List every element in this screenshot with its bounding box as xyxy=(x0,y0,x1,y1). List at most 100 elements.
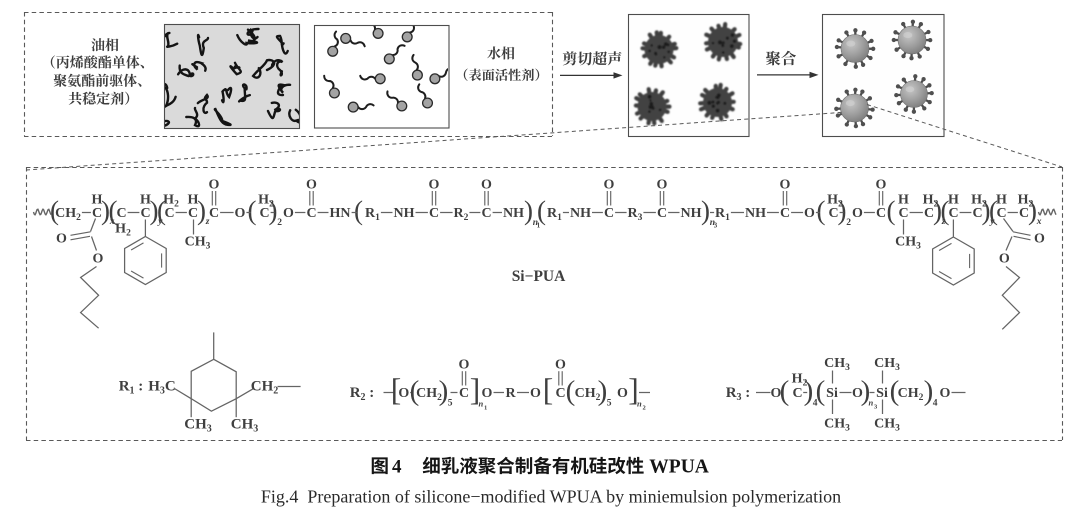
svg-text:O: O xyxy=(482,386,493,401)
svg-text:CH3: CH3 xyxy=(184,417,212,435)
svg-text:R1: R1 xyxy=(715,206,730,223)
svg-text:(: ( xyxy=(780,375,790,407)
svg-text:NH: NH xyxy=(681,206,702,221)
svg-text:n: n xyxy=(479,399,484,409)
svg-text:H2: H2 xyxy=(971,193,987,210)
svg-text:n: n xyxy=(710,218,715,228)
svg-text:]: ] xyxy=(628,372,639,407)
svg-text:y: y xyxy=(989,217,995,227)
svg-text:Si: Si xyxy=(826,386,838,401)
svg-text:CH3: CH3 xyxy=(824,356,850,373)
svg-text:]: ] xyxy=(470,372,481,407)
svg-text:O: O xyxy=(481,178,492,193)
svg-text:CH2: CH2 xyxy=(416,386,442,403)
svg-text:): ) xyxy=(1028,195,1037,225)
svg-text:): ) xyxy=(804,375,814,407)
svg-text:C: C xyxy=(948,206,958,221)
svg-text:3: 3 xyxy=(874,404,878,411)
svg-text:n: n xyxy=(869,398,874,408)
svg-text:O: O xyxy=(93,252,104,267)
svg-text:C: C xyxy=(924,206,934,221)
svg-text:C: C xyxy=(996,206,1006,221)
svg-text:R2 :: R2 : xyxy=(350,385,375,403)
svg-text:H: H xyxy=(92,193,103,208)
svg-text:(: ( xyxy=(537,195,546,225)
svg-text:CH3: CH3 xyxy=(231,417,259,435)
svg-text:z: z xyxy=(205,217,210,227)
svg-text:): ) xyxy=(982,195,991,225)
svg-text:O: O xyxy=(1034,232,1045,247)
svg-text:CH3: CH3 xyxy=(185,235,211,252)
svg-text:CH3: CH3 xyxy=(824,417,850,434)
svg-text:5: 5 xyxy=(607,399,612,409)
svg-text:O: O xyxy=(999,252,1010,267)
svg-text:R3: R3 xyxy=(628,206,643,223)
svg-text:1: 1 xyxy=(484,405,487,412)
svg-text:C: C xyxy=(828,206,838,221)
svg-text:HN: HN xyxy=(330,206,351,221)
svg-text:[: [ xyxy=(543,372,554,407)
svg-text:O: O xyxy=(398,386,409,401)
svg-text:NH: NH xyxy=(394,206,415,221)
svg-text:C: C xyxy=(1019,206,1029,221)
svg-text:O: O xyxy=(56,232,67,247)
svg-text:1: 1 xyxy=(537,223,541,230)
svg-text:O: O xyxy=(306,178,317,193)
svg-text:(: ( xyxy=(410,375,420,407)
svg-text:4: 4 xyxy=(813,399,818,409)
svg-text:O: O xyxy=(604,178,615,193)
svg-text:z: z xyxy=(941,217,946,227)
svg-text:4: 4 xyxy=(392,457,402,478)
svg-text:R1: R1 xyxy=(365,206,380,223)
svg-text:C: C xyxy=(780,206,790,221)
svg-text:Si−PUA: Si−PUA xyxy=(512,268,566,285)
svg-text:(: ( xyxy=(816,375,826,407)
svg-text:): ) xyxy=(924,375,934,407)
svg-text:O: O xyxy=(771,386,782,401)
svg-text:y: y xyxy=(157,217,163,227)
svg-text:): ) xyxy=(933,195,942,225)
svg-text:C: C xyxy=(92,206,102,221)
svg-text:H2: H2 xyxy=(115,222,131,239)
svg-text:C: C xyxy=(972,206,982,221)
svg-text:H: H xyxy=(996,193,1007,208)
svg-text:O: O xyxy=(657,178,668,193)
svg-text:R1: R1 xyxy=(547,206,562,223)
svg-text:O: O xyxy=(940,386,951,401)
svg-text:NH: NH xyxy=(570,206,591,221)
svg-text:CH2: CH2 xyxy=(575,386,601,403)
svg-text:x: x xyxy=(109,217,115,227)
svg-text:H2: H2 xyxy=(827,193,843,210)
svg-text:CH2: CH2 xyxy=(898,386,924,403)
svg-text:CH3: CH3 xyxy=(895,235,921,252)
svg-text:C: C xyxy=(116,206,126,221)
svg-text:2: 2 xyxy=(643,405,646,412)
svg-text:C: C xyxy=(209,206,219,221)
svg-text:H2: H2 xyxy=(258,193,274,210)
svg-text:C: C xyxy=(140,206,150,221)
svg-text:O: O xyxy=(804,206,815,221)
svg-text:n: n xyxy=(637,399,642,409)
svg-text:O: O xyxy=(617,386,628,401)
svg-text:WPUA: WPUA xyxy=(649,457,709,478)
svg-text:H2: H2 xyxy=(792,372,808,389)
svg-text:C: C xyxy=(429,206,439,221)
svg-text:): ) xyxy=(439,375,449,407)
svg-text:R1 :: R1 : xyxy=(119,378,144,396)
svg-text:O: O xyxy=(459,358,470,373)
svg-text:O: O xyxy=(235,206,246,221)
svg-text:): ) xyxy=(838,195,847,225)
svg-text:(: ( xyxy=(989,195,998,225)
svg-text:H: H xyxy=(948,193,959,208)
svg-text:C: C xyxy=(792,386,802,401)
svg-text:CH2: CH2 xyxy=(55,206,81,223)
svg-text:2: 2 xyxy=(846,218,851,228)
svg-text:Si: Si xyxy=(876,386,888,401)
svg-text:O: O xyxy=(283,206,294,221)
svg-text:): ) xyxy=(598,375,608,407)
svg-text:[: [ xyxy=(391,372,402,407)
svg-text:(: ( xyxy=(887,195,896,225)
svg-text:): ) xyxy=(861,375,871,407)
svg-text:): ) xyxy=(524,195,533,225)
svg-text:5: 5 xyxy=(448,399,453,409)
